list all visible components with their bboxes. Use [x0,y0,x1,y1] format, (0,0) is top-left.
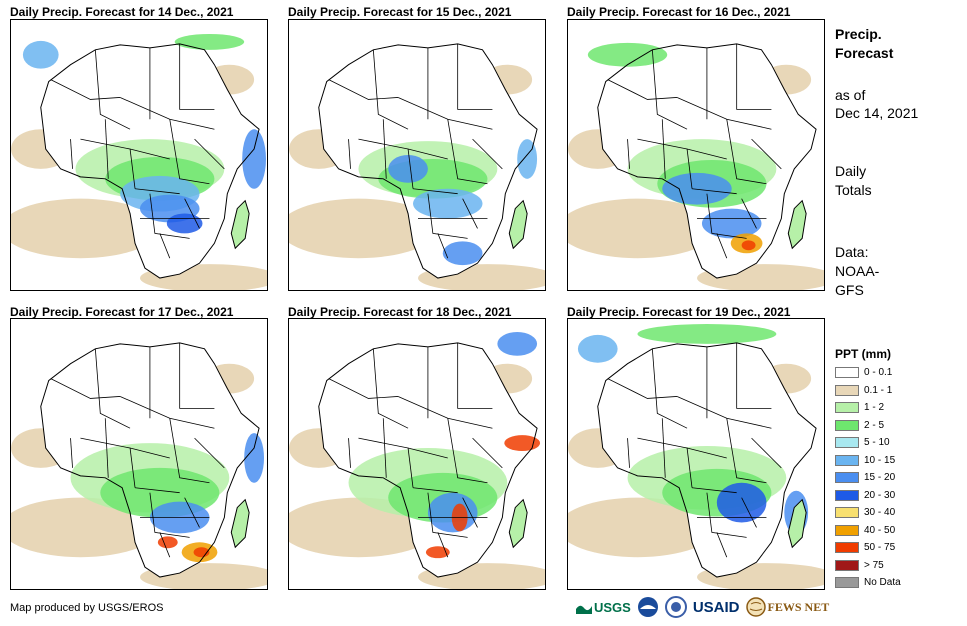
legend-label: 50 - 75 [864,542,896,553]
map-panel-2 [288,19,546,291]
legend-swatch [835,542,859,553]
usaid-seal-icon [664,596,687,618]
sidebar-title-line1: Precip. [835,26,882,42]
fewsnet-logo: FEWS NET [745,597,829,617]
legend-swatch [835,384,859,396]
legend-item: 0 - 0.1 [835,366,892,379]
noaa-emblem-icon [637,597,658,617]
legend-label: 40 - 50 [864,524,896,536]
legend-item: > 75 [835,559,884,572]
legend-swatch [835,559,859,571]
legend-label: No Data [864,577,901,588]
legend-item: 50 - 75 [835,541,895,554]
usgs-logo: USGS [576,600,631,615]
legend-label: 30 - 40 [864,507,896,518]
sidebar-totals-line2: Totals [835,182,872,198]
legend-item: 2 - 5 [835,419,884,432]
sidebar-asof-line2: Dec 14, 2021 [835,105,919,121]
legend-label: 10 - 15 [864,454,896,466]
legend-item: 5 - 10 [835,436,890,449]
legend-swatch [835,524,859,536]
panel-title-3: Daily Precip. Forecast for 16 Dec., 2021 [567,5,791,19]
logo-strip: USGS USAID FEWS NET [576,595,835,619]
sidebar-data-line1: Data: [835,244,869,260]
panel-title-1: Daily Precip. Forecast for 14 Dec., 2021 [10,5,234,19]
legend-title: PPT (mm) [835,347,892,361]
legend-label: > 75 [864,559,884,571]
sidebar-totals-line1: Daily [835,163,867,179]
noaa-logo [637,596,659,618]
legend-swatch [835,367,859,378]
legend-label: 1 - 2 [864,402,885,413]
map-panel-1 [10,19,268,291]
legend-item: 40 - 50 [835,524,895,537]
legend-label: 2 - 5 [864,419,885,431]
panel-title-6: Daily Precip. Forecast for 19 Dec., 2021 [567,305,791,319]
legend-label: 20 - 30 [864,489,896,501]
legend-swatch [835,472,859,483]
map-panel-3 [567,19,825,291]
legend-label: 0 - 0.1 [864,367,893,378]
legend-swatch [835,437,859,448]
sidebar-asof-line1: as of [835,87,866,103]
legend-item: 15 - 20 [835,471,895,484]
legend-swatch [835,419,859,431]
map-panel-6 [567,318,825,590]
map-credit: Map produced by USGS/EROS [10,602,164,614]
usaid-logo: USAID [692,598,740,616]
map-panel-4 [10,318,268,590]
panel-title-5: Daily Precip. Forecast for 18 Dec., 2021 [288,305,512,319]
legend-swatch [835,577,859,588]
legend-item: No Data [835,576,901,589]
usgs-wave-icon [576,605,592,614]
usaid-seal-logo [664,596,687,618]
sidebar-data-line3: GFS [835,282,864,298]
legend-label: 15 - 20 [864,472,896,483]
legend-item: 30 - 40 [835,506,895,519]
fewsnet-globe-icon [745,597,766,617]
legend-item: 0.1 - 1 [835,384,892,397]
legend-swatch [835,454,859,466]
map-panel-5 [288,318,546,590]
panel-title-2: Daily Precip. Forecast for 15 Dec., 2021 [288,5,512,19]
sidebar-title-line2: Forecast [835,45,894,61]
legend-label: 0.1 - 1 [864,384,893,396]
legend-item: 20 - 30 [835,489,895,502]
legend-item: 1 - 2 [835,401,884,414]
legend-swatch [835,489,859,501]
sidebar-data-line2: NOAA- [835,263,880,279]
legend-swatch [835,402,859,413]
legend-label: 5 - 10 [864,437,890,448]
panel-title-4: Daily Precip. Forecast for 17 Dec., 2021 [10,305,234,319]
legend-item: 10 - 15 [835,454,895,467]
legend-swatch [835,507,859,518]
